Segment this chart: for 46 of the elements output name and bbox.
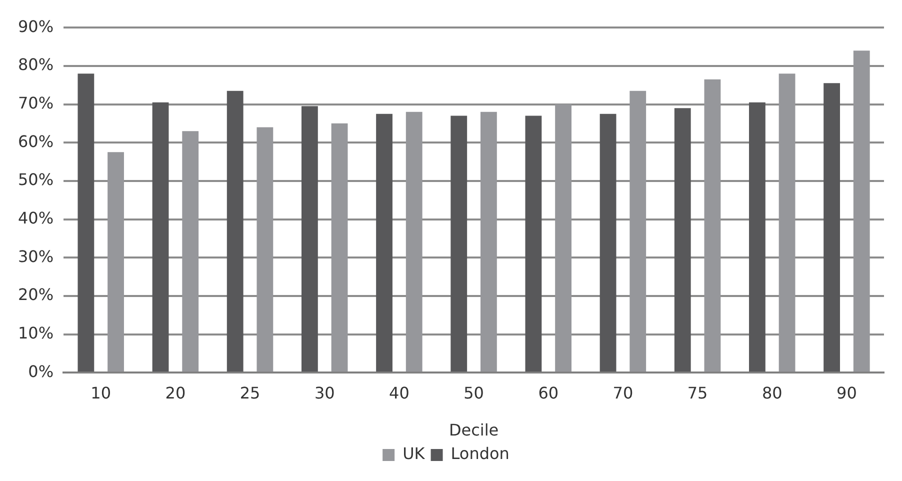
bar [406,112,422,372]
bar [749,102,766,372]
x-tick-label: 10 [90,383,112,402]
y-tick-label: 0% [28,362,54,381]
bar [78,74,94,372]
y-tick-label: 10% [18,323,54,342]
bar [182,131,199,372]
bar [331,123,348,372]
bar [256,127,274,372]
y-tick-label: 30% [18,246,54,266]
bar [152,102,169,372]
bar [301,106,318,372]
y-tick-label: 50% [18,170,54,190]
bar [450,116,468,372]
y-tick-label: 20% [18,285,54,304]
x-tick-label: 60 [538,383,559,402]
bar [704,79,721,372]
x-tick-label: 20 [165,383,186,402]
bar [226,90,244,372]
bar [824,83,840,372]
bar [674,108,691,372]
x-tick-label: 80 [762,383,782,402]
bar [600,114,616,372]
legend-label: UK [402,444,426,464]
y-tick-label: 60% [18,132,54,151]
x-axis-title: Decile [448,420,499,440]
bar [108,152,124,372]
bar [630,90,646,372]
bar [778,74,796,372]
y-tick-label: 90% [18,16,54,36]
x-tick-label: 70 [612,383,634,402]
bar [853,50,870,372]
y-tick-label: 80% [18,55,54,74]
bar [376,114,392,372]
x-tick-label: 30 [314,383,335,402]
bar [555,104,572,372]
x-tick-label: 40 [389,383,410,402]
y-tick-label: 40% [18,208,54,228]
bar [525,116,542,372]
x-tick-label: 75 [687,383,708,402]
x-tick-label: 50 [464,383,484,402]
legend-label: London [450,444,510,464]
x-tick-label: 25 [240,383,260,402]
y-tick-label: 70% [18,93,54,112]
bar [480,112,497,372]
x-tick-label: 90 [836,383,857,402]
